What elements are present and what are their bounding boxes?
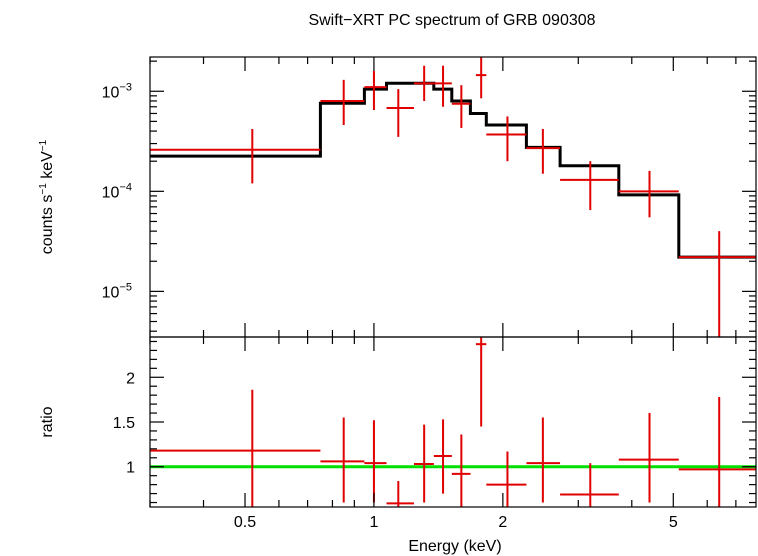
spectrum-data-point (526, 128, 561, 174)
spectrum-data-point (386, 89, 414, 137)
top-y-label-main: counts s (39, 195, 56, 255)
spectrum-data-point (560, 161, 619, 211)
bottom-y-axis-label: ratio (39, 406, 56, 437)
y-tick-exponent: −3 (119, 81, 132, 93)
ratio-data-point (364, 420, 387, 503)
y-tick-base: 10 (102, 284, 120, 301)
ratio-data-point (413, 424, 434, 503)
ratio-data-point (526, 417, 561, 503)
y-tick-label: 1.5 (113, 415, 135, 432)
y-tick-label: 10−5 (102, 281, 132, 301)
spectrum-y-ticks: 10−310−410−5 (102, 60, 756, 332)
y-tick-base: 10 (102, 84, 120, 101)
spectrum-data-point (320, 79, 365, 126)
ratio-data-point (560, 463, 619, 507)
top-y-axis-label: counts s−1 keV−1 (38, 139, 56, 254)
ratio-data-point (486, 451, 527, 507)
ratio-y-ticks: 11.52 (113, 340, 756, 504)
y-tick-exponent: −5 (119, 281, 132, 293)
ratio-data-point (678, 396, 756, 507)
x-tick-label: 0.5 (234, 514, 256, 531)
x-tick-label: 5 (669, 514, 678, 531)
spectrum-panel: 10−310−410−5 (102, 56, 757, 338)
top-y-label-sup2: −1 (38, 139, 49, 151)
ratio-data-point (320, 417, 365, 503)
ratio-data-point (475, 337, 487, 427)
model-step-line (150, 81, 756, 259)
top-y-label-sup1: −1 (38, 183, 49, 195)
ratio-data-point (433, 419, 452, 494)
ratio-data-point (618, 413, 679, 503)
spectrum-data-point (618, 170, 679, 218)
y-tick-label: 2 (126, 370, 135, 387)
ratio-x-ticks: 0.5 1 2 5 (149, 337, 737, 531)
top-y-label-mid: keV (39, 151, 56, 183)
spectrum-data-point (678, 231, 756, 337)
x-tick-label: 1 (369, 514, 378, 531)
ratio-panel: 11.52 0.5 1 2 5 (113, 336, 757, 531)
y-tick-label: 1 (126, 460, 135, 477)
ratio-data-point (386, 481, 414, 507)
ratio-data-points (150, 337, 756, 507)
y-tick-label: 10−3 (102, 81, 132, 101)
spectrum-data-point (451, 85, 471, 128)
ratio-data-point (150, 389, 321, 507)
spectrum-data-point (150, 128, 321, 184)
y-tick-label: 10−4 (102, 181, 132, 201)
chart-title: Swift−XRT PC spectrum of GRB 090308 (308, 12, 595, 29)
y-tick-base: 10 (102, 184, 120, 201)
model-histogram (150, 81, 756, 259)
x-axis-label: Energy (keV) (408, 538, 501, 555)
spectrum-x-ticks (149, 57, 737, 337)
spectrum-data-point (413, 65, 434, 101)
spectrum-data-point (486, 116, 527, 162)
ratio-panel-frame (149, 336, 757, 508)
spectrum-data-point (364, 70, 387, 110)
y-tick-exponent: −4 (119, 181, 132, 193)
ratio-data-point (451, 434, 471, 507)
spectrum-data-point (475, 57, 487, 99)
x-tick-label: 2 (498, 514, 507, 531)
spectrum-data-point (433, 65, 452, 107)
spectrum-data-points (150, 57, 756, 337)
